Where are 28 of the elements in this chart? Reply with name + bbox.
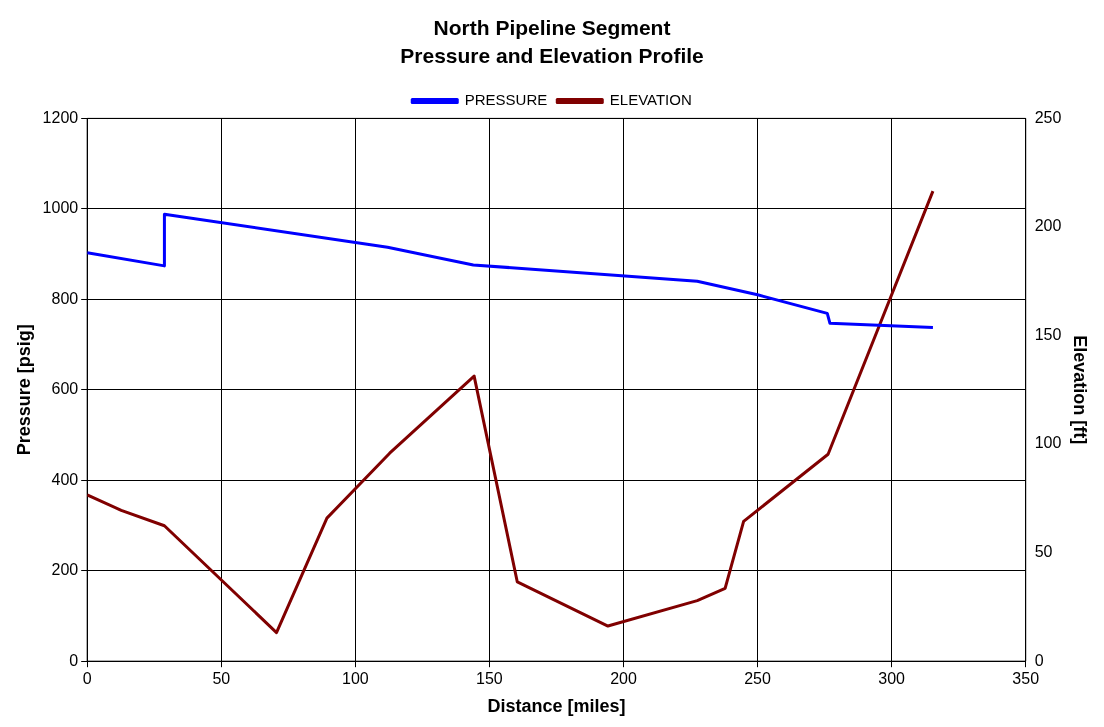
y-tick-label: 1000 (42, 199, 79, 217)
chart-subtitle: Pressure and Elevation Profile (400, 43, 704, 67)
x-axis-title: Distance [miles] (487, 696, 626, 717)
y-tick-label: 0 (69, 651, 79, 669)
x-tick-label: 150 (476, 670, 503, 688)
y-tick-label: 1200 (42, 108, 79, 126)
legend-label: ELEVATION (609, 91, 692, 109)
x-tick-label: 250 (744, 670, 771, 688)
x-tick-label: 200 (610, 670, 637, 688)
y2-tick-label: 50 (1034, 543, 1053, 561)
x-tick-label: 300 (878, 670, 906, 688)
y-axis-title: Pressure [psig] (13, 324, 34, 456)
y2-tick-label: 150 (1034, 325, 1062, 343)
x-tick-label: 100 (341, 670, 369, 688)
x-tick-label: 50 (212, 670, 231, 688)
y2-tick-label: 250 (1034, 108, 1062, 126)
legend-label: PRESSURE (464, 91, 548, 109)
x-tick-label: 350 (1012, 670, 1040, 688)
y-tick-label: 400 (51, 470, 79, 488)
y-tick-label: 800 (51, 289, 79, 307)
chart-title: North Pipeline Segment (433, 16, 671, 40)
x-tick-label: 0 (82, 670, 92, 688)
y-tick-label: 600 (51, 380, 79, 398)
y2-axis-title: Elevation [ft] (1070, 335, 1091, 445)
y2-tick-label: 100 (1034, 434, 1062, 452)
y-tick-label: 200 (51, 561, 79, 579)
y2-tick-label: 200 (1034, 217, 1062, 235)
y2-tick-label: 0 (1034, 651, 1044, 669)
